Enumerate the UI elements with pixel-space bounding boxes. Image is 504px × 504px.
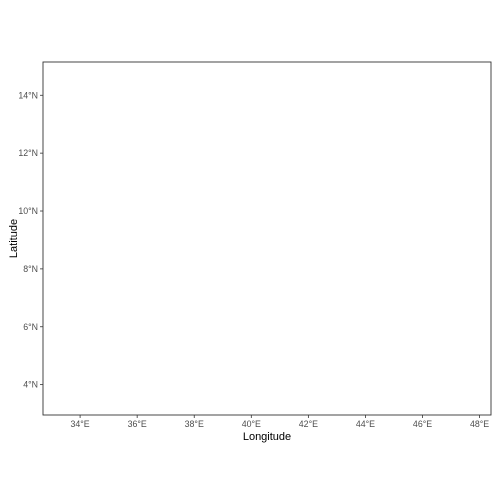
x-tick-label: 38°E [185, 419, 204, 429]
y-tick-label: 10°N [18, 206, 38, 216]
x-tick-label: 36°E [128, 419, 147, 429]
axes: 34°E 36°E 38°E 40°E 42°E 44°E 46°E 48°E 4°N 6°N 8°… [18, 90, 489, 429]
x-tick-label: 44°E [356, 419, 375, 429]
y-tick-label: 8°N [23, 264, 38, 274]
x-tick-label: 42°E [299, 419, 318, 429]
plot-panel-border [42, 61, 492, 416]
y-tick-label: 14°N [18, 90, 38, 100]
y-tick-label: 4°N [23, 380, 38, 390]
x-tick-label: 34°E [71, 419, 90, 429]
x-tick-label: 40°E [242, 419, 261, 429]
x-axis-title: Longitude [243, 431, 291, 443]
y-axis-title: Latitude [8, 219, 20, 258]
x-tick-label: 46°E [413, 419, 432, 429]
y-tick-label: 6°N [23, 322, 38, 332]
x-tick-label: 48°E [470, 419, 489, 429]
y-tick-label: 12°N [18, 148, 38, 158]
